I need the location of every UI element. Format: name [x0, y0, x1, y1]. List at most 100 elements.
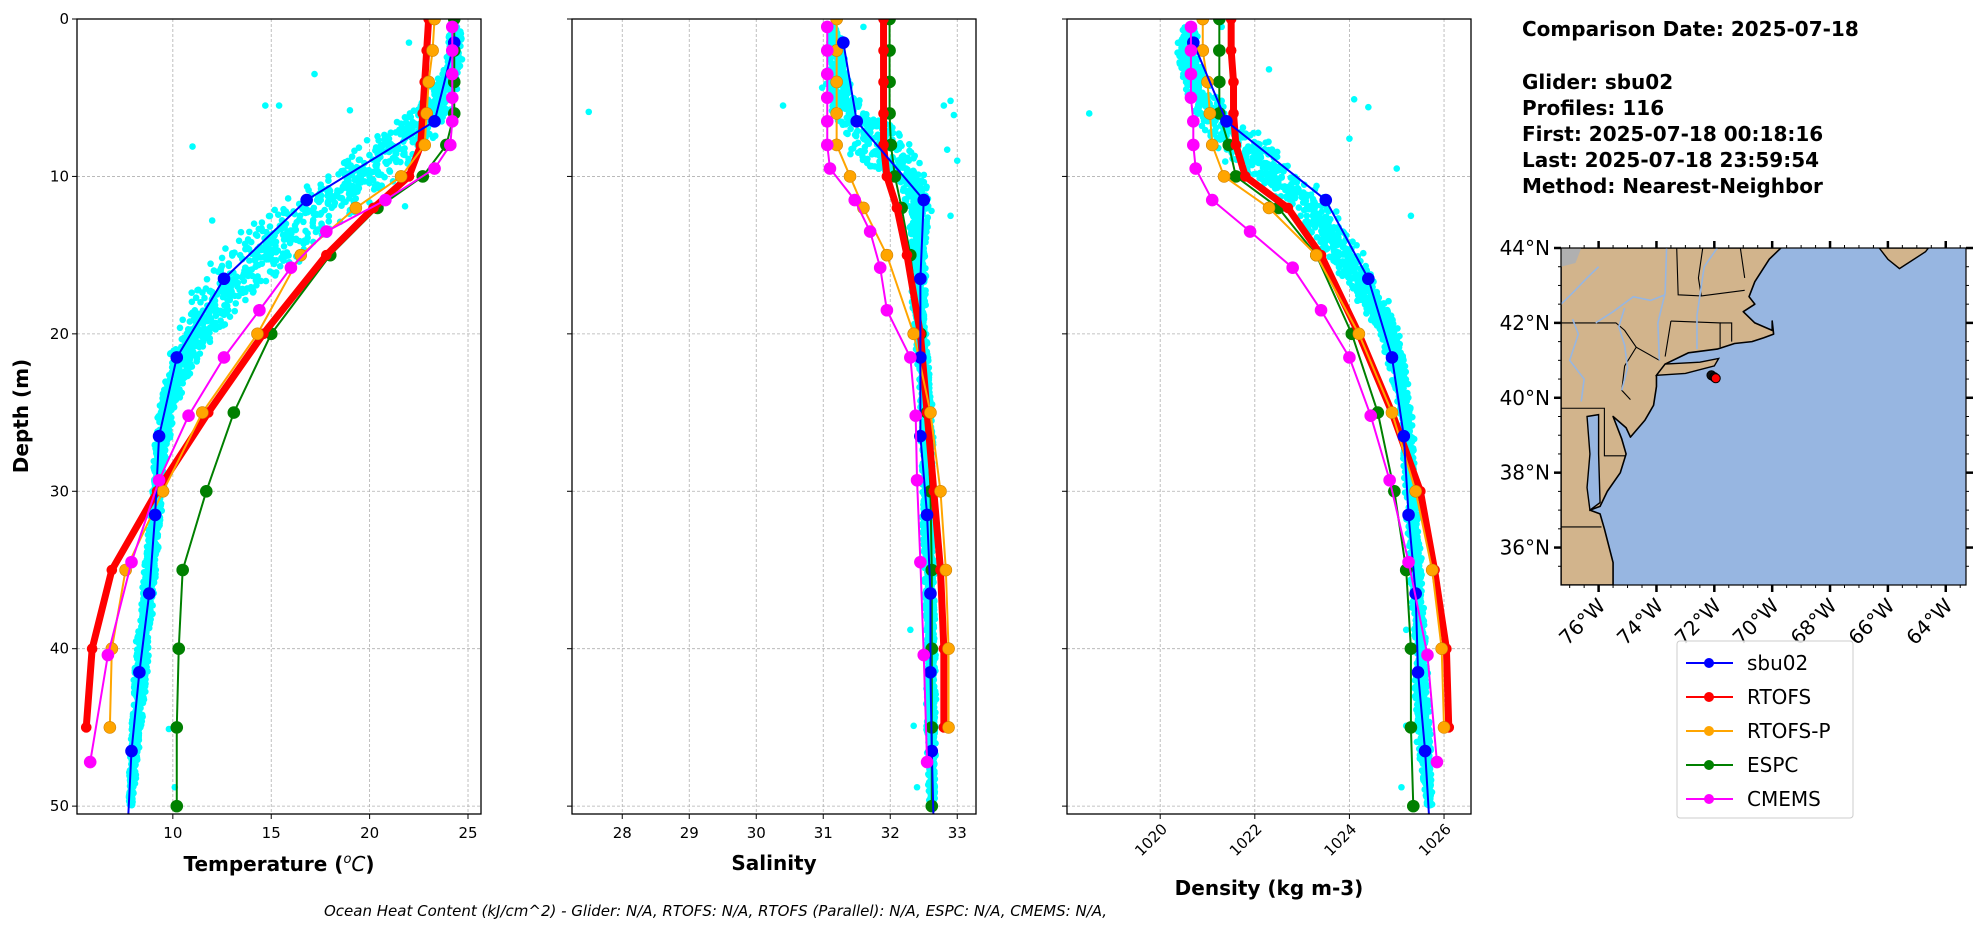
data-point: [101, 648, 115, 662]
scatter-point: [150, 457, 158, 465]
data-point: [848, 193, 862, 207]
data-point: [878, 76, 889, 88]
scatter-point: [351, 147, 358, 155]
data-point: [170, 351, 184, 364]
data-point: [837, 36, 850, 49]
scatter-point: [270, 259, 277, 267]
scatter-point: [174, 364, 181, 371]
scatter-point: [940, 102, 948, 109]
scatter-point: [247, 238, 255, 246]
scatter-point: [356, 156, 364, 163]
scatter-point: [907, 222, 915, 230]
y-tick-label: 30: [50, 482, 69, 500]
scatter-point: [242, 296, 249, 304]
scatter-point: [830, 31, 837, 39]
scatter-point: [918, 177, 925, 184]
scatter-point: [922, 551, 930, 559]
data-point: [426, 44, 439, 57]
data-point: [379, 193, 392, 207]
scatter-point: [902, 165, 910, 172]
data-point: [820, 115, 834, 128]
data-point: [907, 327, 920, 341]
scatter-point: [222, 245, 229, 252]
data-point: [920, 508, 934, 522]
data-point: [156, 484, 170, 498]
data-point: [418, 138, 432, 152]
scatter-point: [230, 275, 237, 283]
series-rtofs-p: [103, 19, 441, 734]
scatter-point: [313, 196, 321, 204]
scatter-point: [387, 129, 395, 137]
data-point: [125, 555, 138, 569]
y-tick-label: 40: [50, 640, 69, 658]
scatter-point: [873, 120, 881, 127]
scatter-point: [1178, 44, 1185, 52]
scatter-point: [217, 267, 225, 275]
scatter-point: [383, 160, 390, 168]
scatter-point: [330, 202, 338, 209]
scatter-point: [266, 212, 274, 220]
scatter-point: [181, 374, 188, 381]
data-point: [103, 721, 117, 734]
data-point: [830, 19, 843, 26]
scatter-point: [280, 236, 288, 244]
scatter-point: [324, 192, 331, 200]
data-point: [428, 115, 441, 128]
data-point: [320, 225, 333, 238]
scatter-point: [231, 307, 239, 315]
scatter-point: [188, 298, 196, 306]
scatter-point: [182, 362, 190, 369]
scatter-point: [228, 252, 236, 259]
data-point: [142, 587, 156, 600]
scatter-point: [325, 177, 332, 184]
scatter-point: [913, 261, 920, 269]
scatter-point: [276, 262, 284, 270]
scatter-point: [431, 132, 439, 140]
scatter-point: [947, 97, 954, 105]
scatter-point: [157, 463, 165, 471]
scatter-point: [157, 411, 164, 418]
data-point: [942, 642, 955, 656]
scatter-point: [270, 246, 277, 254]
scatter-point: [262, 277, 270, 285]
scatter-point: [186, 350, 194, 358]
scatter-point: [348, 153, 356, 160]
scatter-point: [174, 378, 182, 385]
data-point: [170, 799, 184, 813]
scatter-point: [246, 228, 253, 236]
data-point: [444, 138, 457, 152]
scatter-point: [318, 220, 325, 227]
x-tick-label: 30: [747, 824, 766, 842]
data-point: [873, 261, 887, 275]
series-line: [108, 19, 436, 729]
scatter-point: [334, 187, 341, 194]
data-point: [914, 555, 927, 569]
data-point: [934, 484, 947, 498]
scatter-point: [921, 612, 929, 620]
data-point: [914, 272, 927, 286]
scatter-point: [1194, 110, 1201, 117]
data-point: [133, 666, 146, 679]
scatter-point: [300, 240, 307, 247]
axes-frame: [571, 18, 977, 815]
scatter-point: [367, 176, 375, 184]
data-point: [253, 303, 266, 317]
scatter-point: [860, 23, 867, 31]
scatter-point: [204, 335, 212, 342]
scatter-point: [293, 218, 301, 226]
glider-scatter: [585, 23, 961, 810]
scatter-point: [863, 135, 870, 143]
scatter-point: [163, 440, 170, 447]
data-point: [349, 201, 363, 215]
scatter-point: [143, 655, 151, 663]
data-point: [284, 261, 298, 275]
scatter-point: [943, 146, 951, 153]
salinity-panel: 28 29 30 31 32 33: [567, 18, 977, 842]
data-point: [422, 75, 435, 89]
scatter-point: [847, 150, 854, 158]
scatter-point: [247, 283, 255, 291]
scatter-point: [352, 184, 359, 192]
scatter-point: [261, 235, 268, 242]
scatter-point: [585, 108, 593, 116]
